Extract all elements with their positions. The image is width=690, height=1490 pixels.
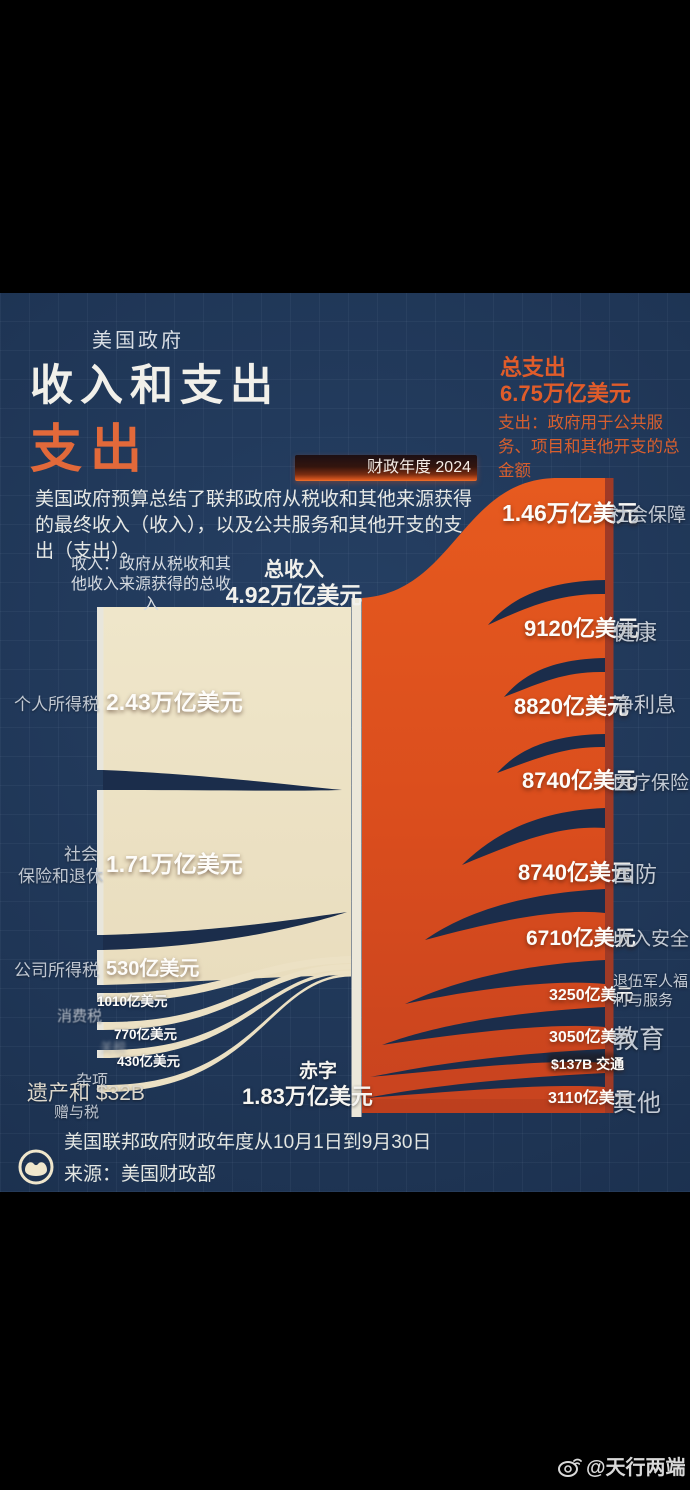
page-subtitle: 支出 [30,421,151,479]
spending-label-medicare: 医疗保险 [613,773,690,794]
spending-value-defense: 8740亿美元 [518,860,633,885]
spending-value-transportation: $137B 交通 [551,1056,625,1072]
revenue-total-value: 4.92万亿美元 [225,582,363,608]
spending-label-income-security: 收入安全 [613,929,690,950]
fiscal-year-note: 美国联邦政府财政年度从10月1日到9月30日 [64,1132,432,1153]
spending-terminal-bar [605,478,614,1113]
revenue-value-excise-tax: 1010亿美元 [97,994,168,1009]
deficit-value: 1.83万亿美元 [242,1084,373,1109]
sankey-diagram [97,478,614,1117]
revenue-flow-separators [103,770,347,950]
revenue-label-estate-gift-line1: 遗产和 $32B [27,1082,145,1105]
deficit-label: 赤字 [299,1061,338,1082]
revenue-label-miscellaneous: 杂项 [76,1073,109,1090]
revenue-value-individual-income-tax: 2.43万亿美元 [106,689,243,715]
revenue-total-label: 总收入 [264,559,324,581]
transportation-smudge [548,1053,618,1071]
spending-total: 总支出 6.75万亿美元 [500,355,631,407]
revenue-value-miscellaneous: 430亿美元 [117,1054,181,1069]
infographic-panel: 美国政府 收入和支出 支出 总支出 6.75万亿美元 支出：政府用于公共服务、项… [0,293,690,1192]
revenue-flow-body [103,607,351,985]
spending-flow-body [362,478,605,1113]
spending-label-health: 健康 [613,620,658,645]
spending-label-social-security: 社会保障 [610,505,687,526]
spending-value-education: 3050亿美元 [549,1029,633,1046]
spending-label-net-interest: 净利息 [613,694,676,717]
spending-label-defense: 国防 [613,862,658,887]
spending-value-net-interest: 8820亿美元 [514,694,629,719]
revenue-label-estate-gift-line2: 赠与税 [54,1104,100,1121]
revenue-label-social-insurance: 社会 保险和退休 [18,845,103,886]
spending-value-veterans: 3250亿美元 [549,987,633,1004]
intro-description: 美国政府预算总结了联邦政府从税收和其他来源获得的最终收入（收入），以及公共服务和… [35,489,473,562]
revenue-label-individual-income-tax: 个人所得税 [14,695,99,714]
page-title: 收入和支出 [30,362,280,410]
fiscal-year-badge: 财政年度 2024 [295,455,477,481]
revenue-label-corporate-tax: 公司所得税 [14,961,99,980]
spending-label-education: 教育 [613,1024,666,1054]
spending-label-other: 其他 [613,1090,661,1117]
spending-bottom-shade [362,1099,605,1113]
revenue-thin-flows [103,956,351,1092]
usafacts-logo-icon [18,1149,54,1185]
revenue-terminal-bar [97,607,104,1092]
revenue-label-customs: 关税 [100,1040,127,1055]
spending-value-other: 3110亿美元 [548,1090,631,1107]
kicker-title: 美国政府 [92,330,184,352]
spending-value-social-security: 1.46万亿美元 [502,500,639,526]
spending-definition: 支出：政府用于公共服务、项目和其他开支的总金额 [498,414,680,480]
watermark-handle: @天行两端 [586,1457,686,1479]
source-note: 来源：美国财政部 [64,1164,217,1185]
revenue-label-excise-tax: 消费税 [57,1008,103,1025]
spending-total-label: 总支出 [500,355,567,380]
spending-flow-separators [366,580,605,1098]
spending-value-medicare: 8740亿美元 [522,768,637,793]
revenue-definition: 收入：政府从税收和其 他收入来源获得的总收入 [70,556,231,613]
revenue-value-social-insurance: 1.71万亿美元 [106,851,243,877]
center-total-bar [351,598,362,1117]
spending-label-veterans: 退伍军人福 利与服务 [613,973,689,1009]
spending-value-health: 9120亿美元 [524,616,639,641]
spending-total-value: 6.75万亿美元 [500,381,631,406]
revenue-value-corporate-tax: 530亿美元 [106,958,200,980]
revenue-value-customs: 770亿美元 [114,1027,178,1042]
weibo-icon [558,1458,582,1477]
spending-value-income-security: 6710亿美元 [526,927,636,950]
watermark: @天行两端 [558,1451,688,1480]
